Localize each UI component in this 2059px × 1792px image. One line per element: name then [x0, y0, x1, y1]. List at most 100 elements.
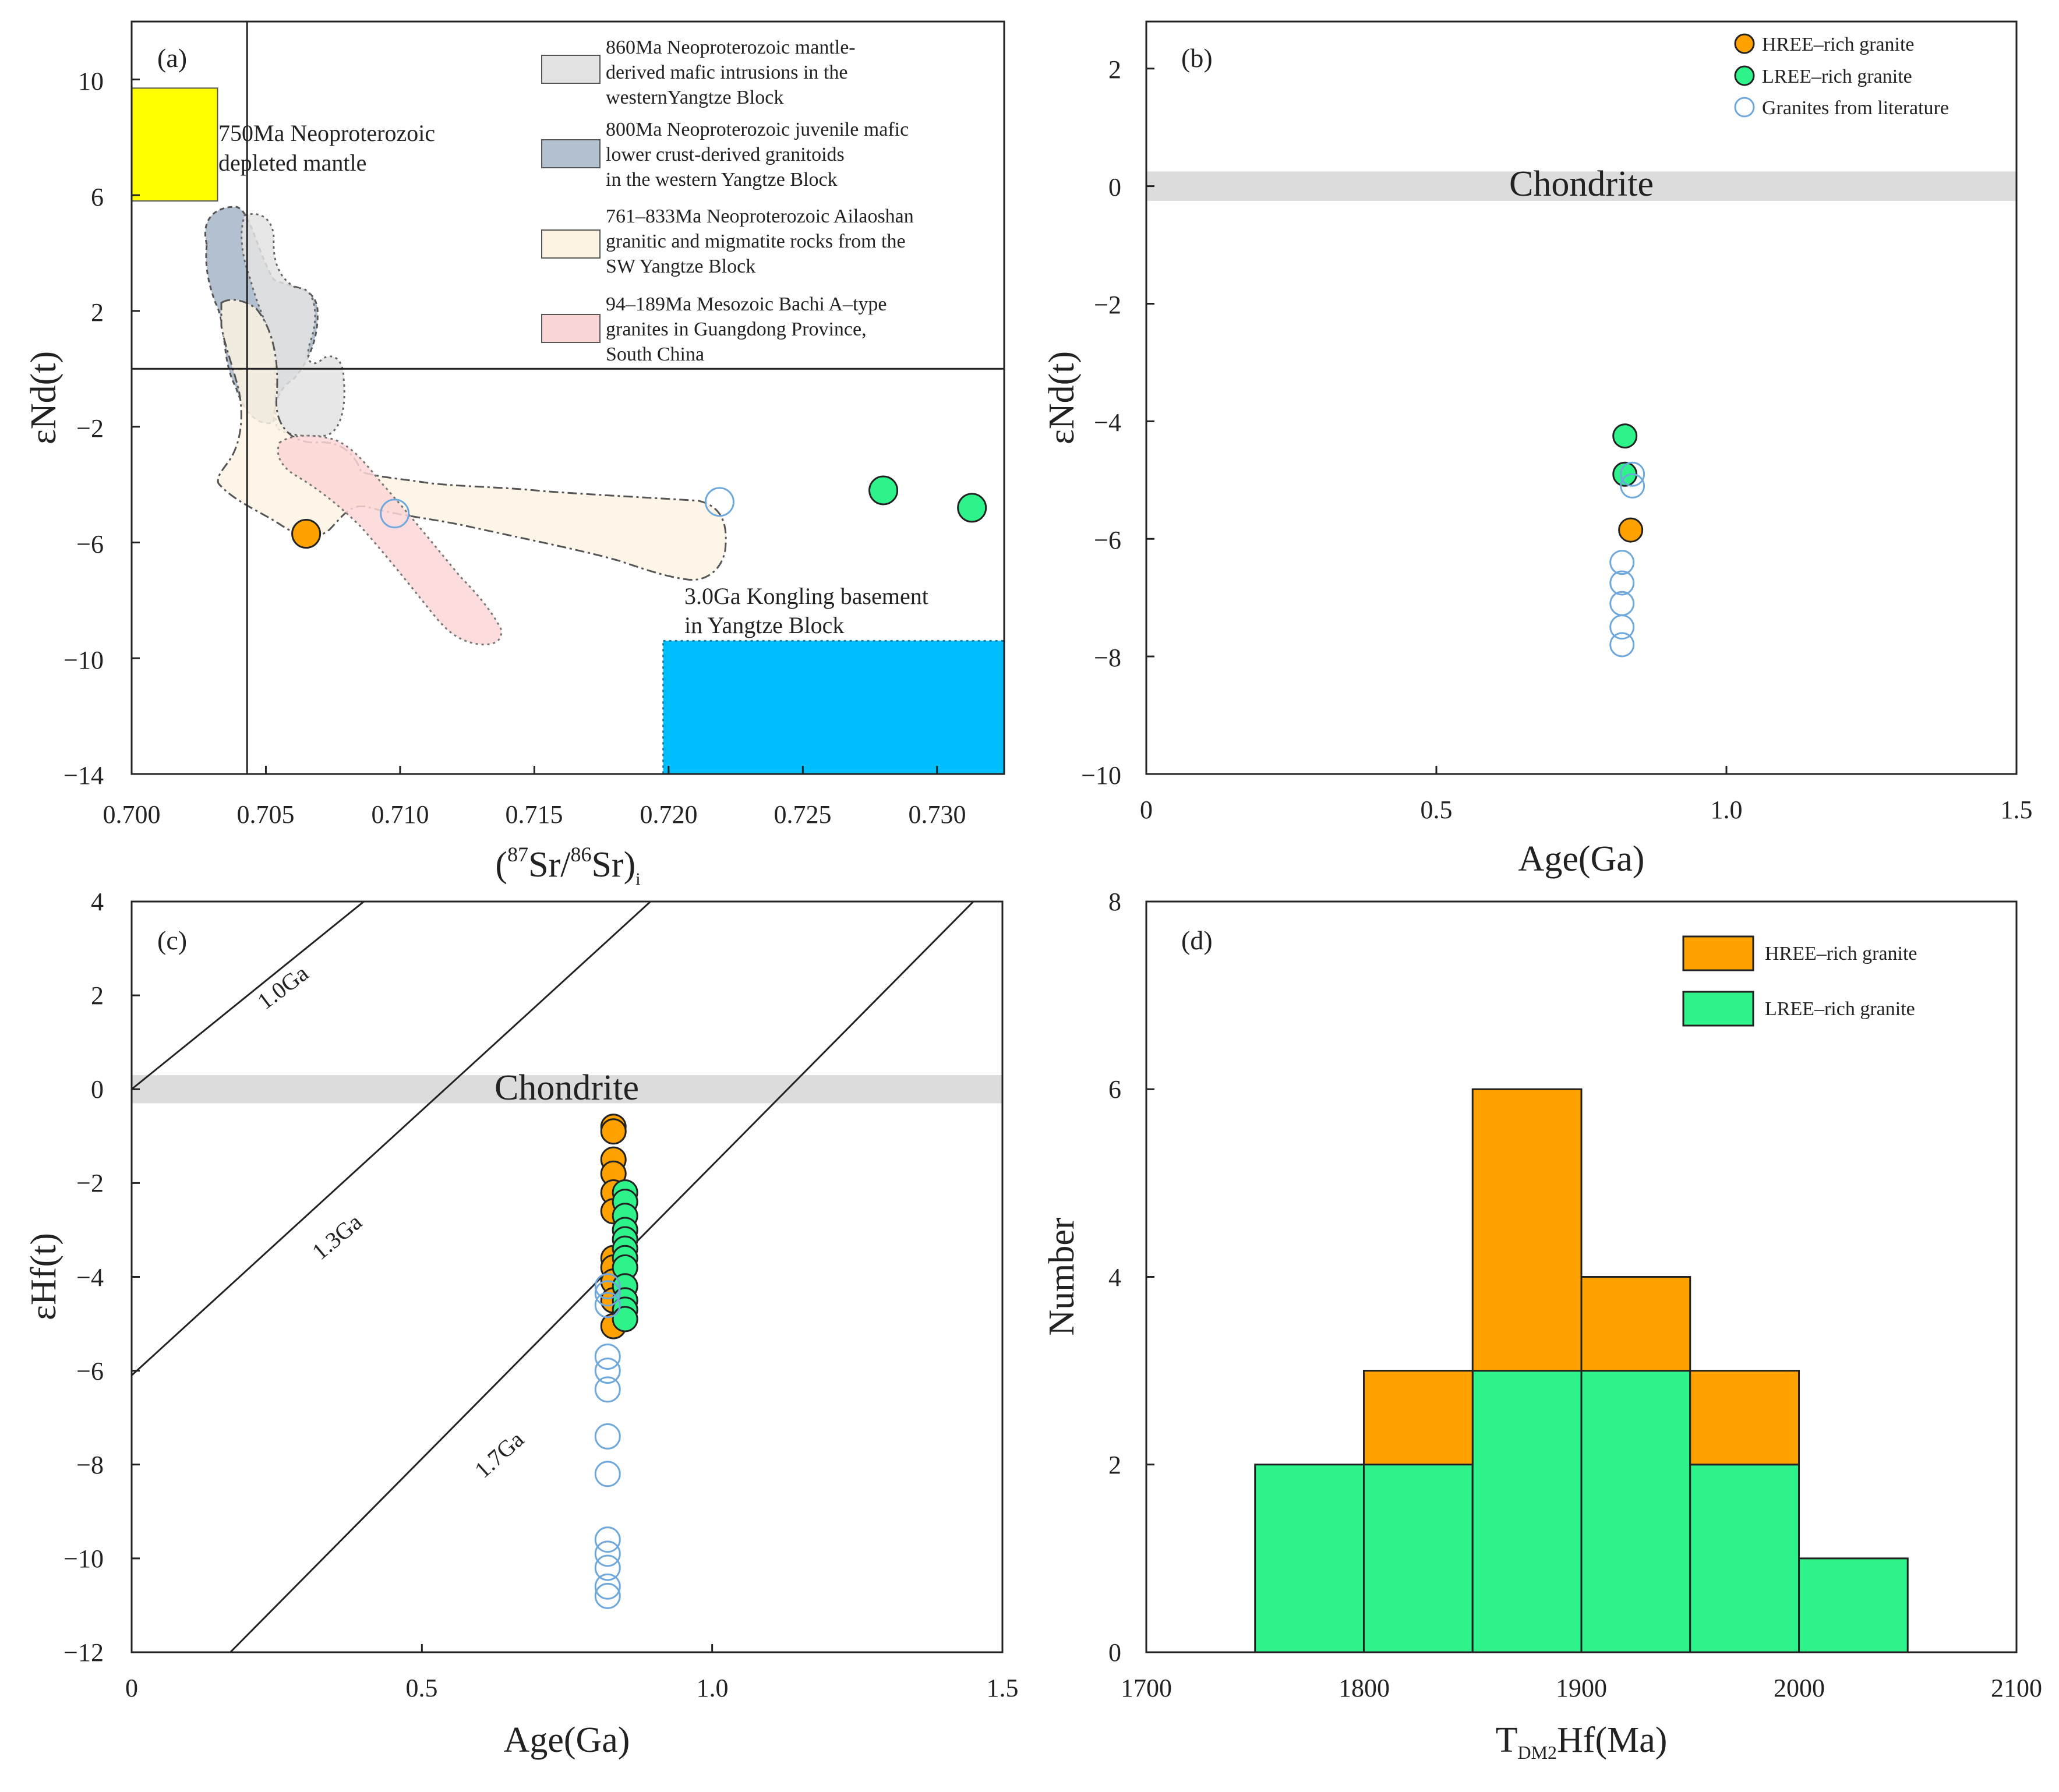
b-ytick-2: −2 [1094, 291, 1121, 319]
literature-point-12 [594, 1582, 621, 1609]
legend-b-lree-label: LREE–rich granite [1762, 66, 1912, 87]
lree-bar-5 [1798, 1557, 1909, 1653]
legend-d-lree-label: LREE–rich granite [1765, 998, 1915, 1020]
legend-swatch-mafic-860 [541, 55, 601, 84]
a-xlabel-sr1: Sr [528, 845, 560, 885]
c-ytick-7: −10 [63, 1544, 104, 1573]
c-ytick-5: −6 [76, 1357, 104, 1385]
kongling-label-line2: in Yangtze Block [684, 612, 844, 638]
b-xtick-0: 0 [1140, 796, 1153, 824]
panel-d-bars [1254, 1088, 1909, 1653]
literature-point-9 [594, 1540, 621, 1567]
literature-point-6 [594, 1423, 621, 1450]
model-line-0 [132, 902, 366, 1090]
panel-b-legend: HREE–rich granite LREE–rich granite Gran… [1734, 33, 1949, 119]
c-ytick-2: 0 [91, 1075, 104, 1104]
a-xlabel-sub: i [635, 870, 640, 889]
hree-bar-0 [1363, 1370, 1474, 1466]
literature-point-4 [594, 1358, 621, 1384]
d-ytick-3: 2 [1108, 1451, 1121, 1479]
literature-point-1 [594, 1280, 621, 1307]
lree-bar-4 [1689, 1464, 1800, 1653]
literature-point-3 [1609, 570, 1635, 596]
panel-c-y-axis-label: εHf(t) [24, 1233, 63, 1320]
legend-b-hree-marker [1734, 33, 1755, 54]
legend-b-literature-marker [1734, 97, 1755, 118]
literature-point-7 [594, 1461, 621, 1487]
legend-ailaoshan-line3: SW Yangtze Block [606, 256, 755, 277]
panel-d-label: (d) [1181, 925, 1213, 955]
panel-a-axes-frame [130, 20, 1005, 775]
literature-point-0 [1620, 461, 1645, 487]
panel-a-x-axis-label: (87Sr/86Sr)i [495, 843, 640, 889]
legend-b-hree-label: HREE–rich granite [1762, 34, 1915, 55]
a-ytick-0: 10 [78, 67, 104, 96]
legend-juvenile-line1: 800Ma Neoproterozoic juvenile mafic [606, 119, 909, 140]
b-xtick-3: 1.5 [2001, 796, 2033, 824]
panel-b-label: (b) [1181, 43, 1213, 73]
b-xtick-2: 1.0 [1711, 796, 1743, 824]
c-ytick-8: −12 [63, 1638, 104, 1667]
depleted-mantle-label-line2: depleted mantle [218, 150, 366, 176]
c-xtick-2: 1.0 [697, 1674, 729, 1702]
legend-b-lree-marker [1734, 65, 1755, 86]
panel-d: 1700 1800 1900 2000 2100 8 6 4 2 0 Numbe… [1042, 888, 2042, 1763]
legend-swatch-juvenile-800 [541, 139, 601, 168]
a-ytick-6: −14 [63, 761, 104, 790]
panel-a: 0.700 0.705 0.710 0.715 0.720 0.725 0.73… [24, 20, 1005, 889]
panel-d-x-tick-labels: 1700 1800 1900 2000 2100 [1121, 1674, 2042, 1702]
c-xtick-0: 0 [125, 1674, 138, 1702]
lree-bar-3 [1580, 1370, 1691, 1653]
legend-ailaoshan-line2: granitic and migmatite rocks from the [606, 231, 906, 252]
panel-d-y-axis-label: Number [1042, 1217, 1082, 1336]
a-ytick-2: 2 [91, 298, 104, 327]
a-xtick-6: 0.730 [909, 800, 966, 829]
panel-a-x-tick-labels: 0.700 0.705 0.710 0.715 0.720 0.725 0.73… [103, 800, 966, 829]
hree-point-1 [600, 1118, 627, 1145]
legend-bachi-line3: South China [606, 344, 704, 365]
panel-b-y-axis-label: εNd(t) [1042, 351, 1082, 444]
legend-d-hree-label: HREE–rich granite [1765, 943, 1917, 964]
literature-point-3 [594, 1343, 621, 1370]
hree-bar-2 [1580, 1276, 1691, 1372]
panel-c-tick-marks [130, 900, 1004, 1653]
a-xtick-1: 0.705 [237, 800, 295, 829]
lree-point-11 [612, 1306, 638, 1332]
literature-point-6 [1609, 632, 1635, 658]
d-xlabel-rest: Hf(Ma) [1557, 1720, 1667, 1760]
b-ytick-5: −8 [1094, 644, 1121, 672]
legend-juvenile-line3: in the western Yangtze Block [606, 169, 838, 190]
a-xtick-4: 0.720 [640, 800, 698, 829]
a-xtick-3: 0.715 [506, 800, 563, 829]
panel-c-chondrite-band [132, 1075, 1002, 1104]
d-xtick-4: 2100 [1991, 1674, 2042, 1702]
a-ytick-3: −2 [76, 414, 104, 443]
legend-b-literature-label: Granites from literature [1762, 97, 1949, 119]
kongling-basement-region [662, 639, 1005, 775]
hree-bar-3 [1689, 1370, 1800, 1466]
panel-b-x-axis-label: Age(Ga) [1518, 839, 1645, 879]
c-xtick-3: 1.5 [987, 1674, 1019, 1702]
c-ytick-3: −2 [76, 1169, 104, 1197]
lree-point-0 [868, 475, 899, 506]
panel-b-data-points [1609, 423, 1645, 658]
legend-mafic-line3: westernYangtze Block [606, 87, 783, 108]
c-ytick-1: 2 [91, 981, 104, 1010]
hree-point-0 [1618, 517, 1644, 543]
a-xlabel-close: ) [624, 845, 636, 885]
b-ytick-6: −10 [1081, 761, 1121, 790]
d-xtick-2: 1900 [1556, 1674, 1607, 1702]
panel-c-y-tick-labels: 4 2 0 −2 −4 −6 −8 −10 −12 [63, 888, 104, 1667]
literature-point-2 [594, 1292, 621, 1319]
kongling-label-line1: 3.0Ga Kongling basement [684, 583, 928, 609]
panel-b-x-tick-labels: 0 0.5 1.0 1.5 [1140, 796, 2033, 824]
a-xlabel-open: ( [495, 845, 507, 885]
panel-d-y-tick-labels: 8 6 4 2 0 [1108, 888, 1121, 1667]
panel-a-y-tick-labels: 10 6 2 −2 −6 −10 −14 [63, 67, 104, 790]
a-xlabel-sup1: 87 [507, 843, 528, 866]
literature-point-8 [594, 1526, 621, 1553]
b-ytick-0: 2 [1108, 55, 1121, 84]
d-xlabel-sub: DM2 [1517, 1742, 1557, 1763]
a-xlabel-slash: / [560, 845, 571, 885]
legend-ailaoshan-line1: 761–833Ma Neoproterozoic Ailaoshan [606, 206, 914, 227]
